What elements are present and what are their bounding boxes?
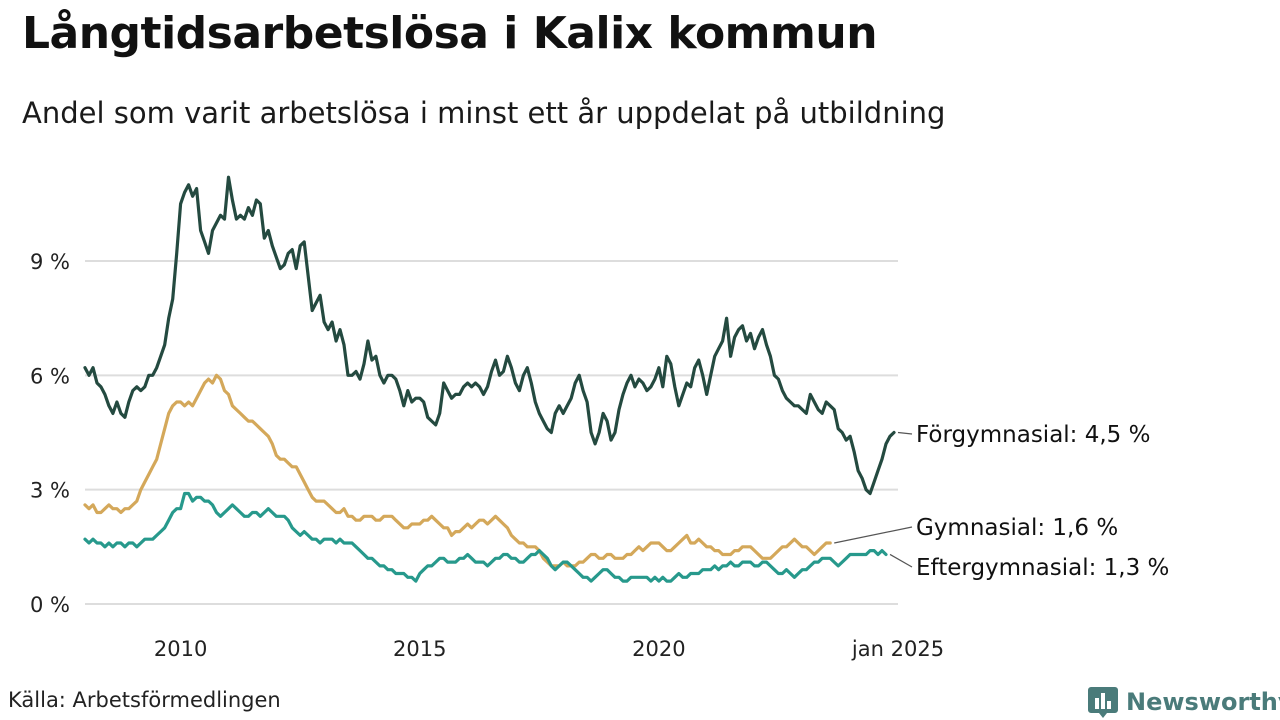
- newsworthy-bar-chart-icon: [1088, 687, 1118, 718]
- series-line-eftergymnasial: [83, 491, 888, 583]
- x-axis-ticks: 2010 2015 2020 jan 2025: [154, 637, 944, 661]
- x-tick-label: jan 2025: [851, 637, 944, 661]
- brand-logo[interactable]: Newsworthy: [1088, 684, 1280, 720]
- series-lines: [83, 175, 896, 583]
- chart-title: Långtidsarbetslösa i Kalix kommun: [22, 8, 878, 59]
- end-label-forgymnasial: Förgymnasial: 4,5 %: [916, 422, 1150, 448]
- end-label-eftergymnasial: Eftergymnasial: 1,3 %: [916, 555, 1169, 581]
- x-tick-label: 2020: [632, 637, 685, 661]
- y-tick-label: 0 %: [30, 593, 70, 617]
- x-tick-label: 2010: [154, 637, 207, 661]
- y-tick-label: 3 %: [30, 479, 70, 503]
- label-leader-forgymnasial: [897, 431, 913, 435]
- source-note: Källa: Arbetsförmedlingen: [8, 688, 281, 712]
- label-leader-eftergymnasial: [889, 553, 913, 568]
- y-tick-label: 6 %: [30, 364, 70, 388]
- label-leader-gymnasial: [834, 526, 913, 544]
- x-tick-label: 2015: [393, 637, 446, 661]
- series-end-labels: Förgymnasial: 4,5 % Gymnasial: 1,6 % Efter…: [834, 422, 1169, 581]
- y-axis-ticks: 0 % 3 % 6 % 9 %: [30, 250, 70, 617]
- y-tick-label: 9 %: [30, 250, 70, 274]
- series-line-gymnasial: [83, 373, 832, 568]
- brand-name: Newsworthy: [1126, 688, 1280, 716]
- end-label-gymnasial: Gymnasial: 1,6 %: [916, 515, 1118, 541]
- chart-subtitle: Andel som varit arbetslösa i minst ett å…: [22, 96, 946, 130]
- series-line-forgymnasial: [83, 175, 896, 496]
